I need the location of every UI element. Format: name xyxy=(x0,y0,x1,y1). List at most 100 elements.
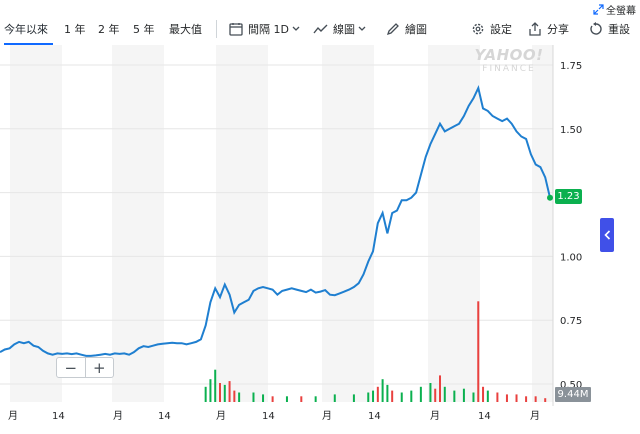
yahoo-finance-watermark: YAHOO! FINANCE xyxy=(474,46,544,74)
x-tick-label: 14 xyxy=(52,411,65,422)
share-button[interactable]: 分享 xyxy=(527,14,569,44)
draw-button[interactable]: 繪圖 xyxy=(385,14,427,44)
x-tick-label: 14 xyxy=(158,411,171,422)
chart-band xyxy=(532,45,553,402)
volume-bar xyxy=(472,392,475,402)
gear-icon xyxy=(470,21,486,37)
volume-bar xyxy=(410,390,413,402)
volume-bar xyxy=(505,394,508,402)
volume-bar xyxy=(223,384,226,402)
x-tick-label: 月 xyxy=(216,410,226,422)
volume-bar xyxy=(219,383,221,402)
volume-bar xyxy=(544,398,547,402)
volume-bar xyxy=(314,396,317,402)
y-tick-label: 1.50 xyxy=(560,125,582,136)
volume-bar xyxy=(439,375,441,402)
range-1y[interactable]: 1 年 xyxy=(64,23,86,36)
active-range-indicator xyxy=(4,43,53,45)
chart-band xyxy=(112,45,164,402)
pencil-icon xyxy=(385,21,401,37)
zoom-in-button[interactable]: + xyxy=(92,358,106,377)
chart-band xyxy=(216,45,268,402)
x-tick-label: 14 xyxy=(368,411,381,422)
range-2y[interactable]: 2 年 xyxy=(98,23,120,36)
volume-bar xyxy=(238,392,241,402)
volume-bar xyxy=(386,384,389,402)
x-tick-label: 月 xyxy=(530,410,540,422)
volume-bar xyxy=(372,390,375,402)
chart-type-dropdown[interactable]: 線圖 xyxy=(313,14,366,44)
chevron-down-icon xyxy=(292,26,300,32)
chart-gridlines xyxy=(0,45,554,406)
x-axis-labels: 月 14 月 14 月 14 月 14 月 14 月 xyxy=(8,410,540,422)
volume-bar xyxy=(252,392,255,402)
zoom-divider xyxy=(84,358,86,377)
volume-bar xyxy=(443,386,446,402)
volume-bar xyxy=(496,392,499,402)
range-ytd[interactable]: 今年以來 xyxy=(4,23,48,36)
last-price-dot xyxy=(547,194,553,201)
volume-bar xyxy=(204,386,207,402)
volume-bar xyxy=(271,396,274,402)
x-tick-label: 月 xyxy=(113,410,123,422)
volume-bar xyxy=(352,394,355,402)
y-axis-labels: 1.751.501.251.000.750.50 xyxy=(560,61,582,391)
x-tick-label: 14 xyxy=(262,411,275,422)
chart-band xyxy=(322,45,374,402)
interval-dropdown[interactable]: 間隔 1D xyxy=(228,14,300,44)
settings-button[interactable]: 設定 xyxy=(470,14,512,44)
price-line xyxy=(0,84,551,357)
volume-bar xyxy=(214,369,217,402)
current-price-tag: 1.23 xyxy=(555,189,582,204)
fullscreen-button[interactable]: 全螢幕 xyxy=(592,2,636,17)
zoom-control: − + xyxy=(56,357,114,378)
volume-bar xyxy=(285,396,288,402)
range-max[interactable]: 最大值 xyxy=(169,23,202,36)
reset-button[interactable]: 重設 xyxy=(588,14,630,44)
x-tick-label: 月 xyxy=(8,410,18,422)
chart-toolbar: 今年以來 1 年 2 年 5 年 最大值 間隔 1D 線圖 繪圖 設定 分享 xyxy=(0,14,640,45)
volume-bar xyxy=(419,386,422,402)
chart-background-bands xyxy=(10,45,553,402)
x-tick-label: 月 xyxy=(322,410,332,422)
volume-bar xyxy=(534,396,537,402)
volume-bar xyxy=(228,381,231,402)
volume-bar xyxy=(262,394,265,402)
volume-tag: 9.44M xyxy=(555,387,591,402)
chevron-down-icon xyxy=(358,26,366,32)
volume-bar xyxy=(209,379,212,402)
chart-band xyxy=(428,45,480,402)
line-chart-icon xyxy=(313,21,329,37)
reset-icon xyxy=(588,21,604,37)
volume-bar xyxy=(515,394,518,402)
volume-bar xyxy=(333,394,336,402)
chart-band xyxy=(10,45,62,402)
volume-bar xyxy=(434,388,437,402)
volume-bar xyxy=(381,379,384,402)
volume-bar xyxy=(376,386,379,402)
calendar-icon xyxy=(228,21,244,37)
volume-bar xyxy=(462,388,465,402)
volume-bar xyxy=(300,396,303,402)
range-5y[interactable]: 5 年 xyxy=(133,23,155,36)
volume-bar xyxy=(367,392,370,402)
volume-bar xyxy=(429,383,432,402)
side-panel-toggle[interactable] xyxy=(600,218,614,252)
volume-bars xyxy=(204,301,547,402)
volume-bar xyxy=(233,390,236,402)
volume-bar xyxy=(400,392,403,402)
volume-bar xyxy=(525,396,528,402)
y-tick-label: 0.75 xyxy=(560,316,582,327)
x-tick-label: 月 xyxy=(430,410,440,422)
y-tick-label: 1.00 xyxy=(560,252,582,263)
toolbar-divider xyxy=(216,20,217,38)
volume-bar xyxy=(453,390,456,402)
zoom-out-button[interactable]: − xyxy=(64,358,78,377)
y-tick-label: 0.50 xyxy=(560,380,582,391)
volume-bar xyxy=(486,390,489,402)
volume-bar xyxy=(477,301,480,402)
expand-icon xyxy=(592,4,604,16)
x-tick-label: 14 xyxy=(478,411,491,422)
share-icon xyxy=(527,21,543,37)
